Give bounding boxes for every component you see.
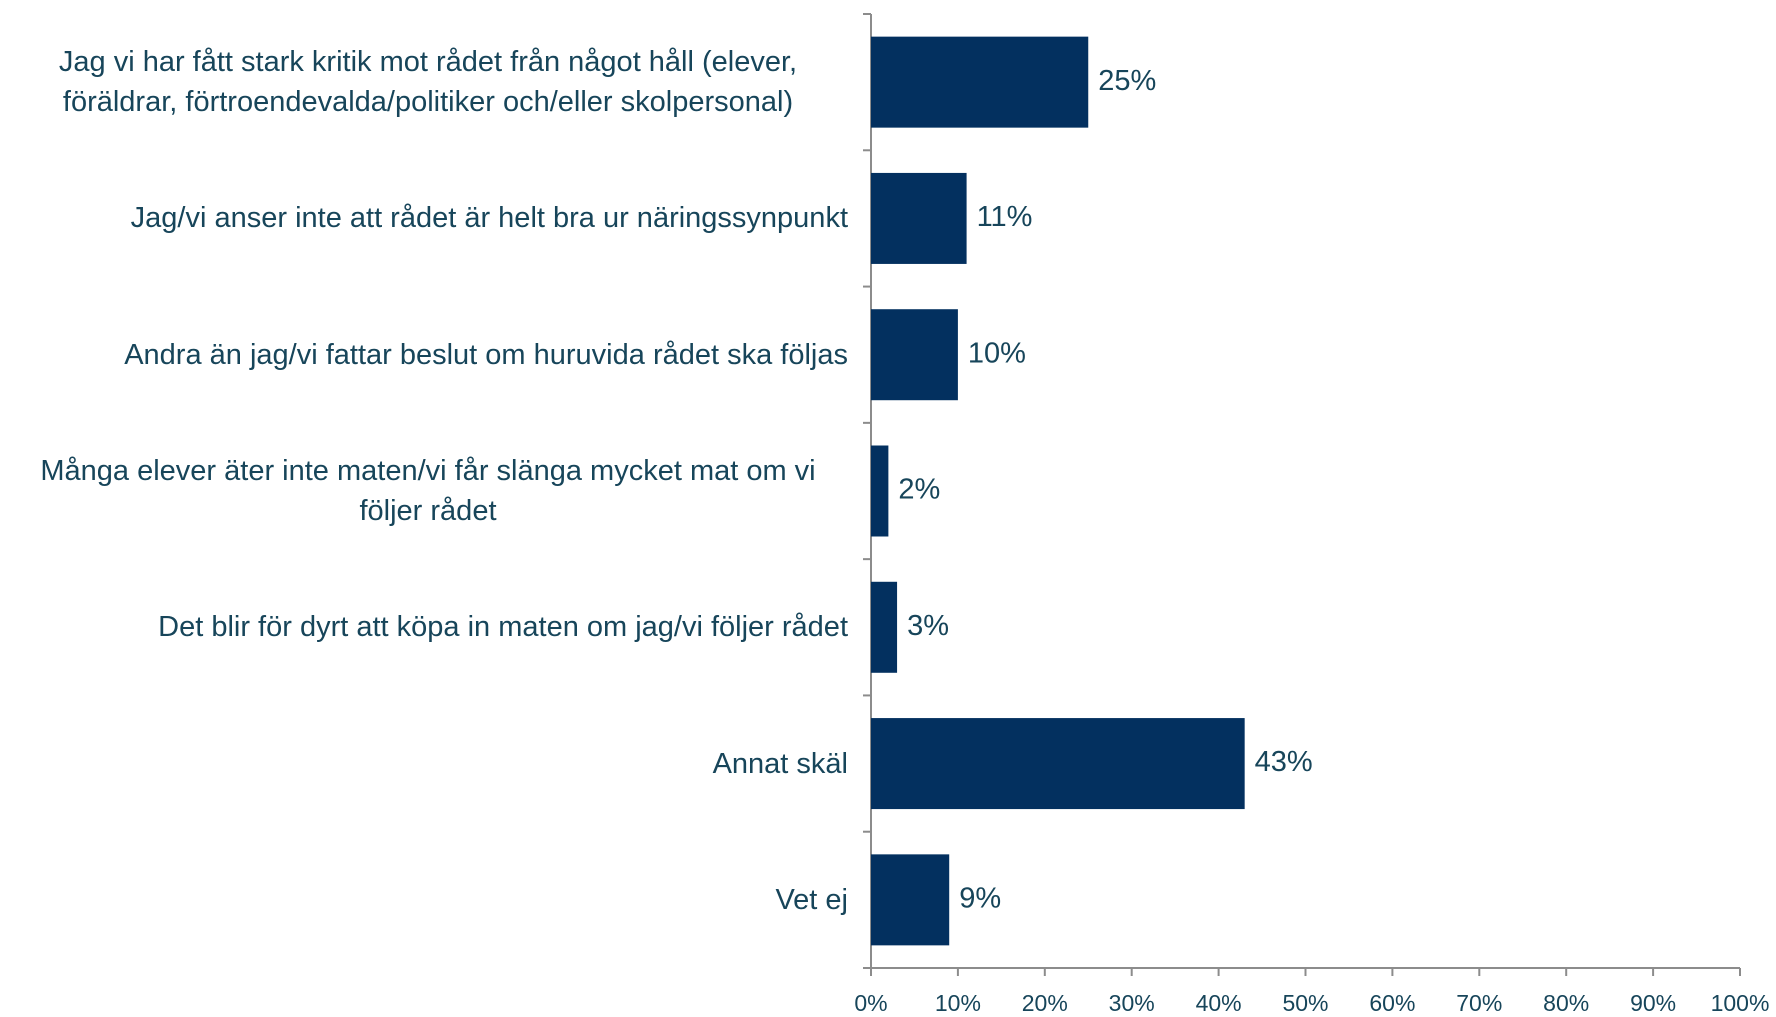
bar	[871, 581, 898, 673]
x-tick-label: 0%	[854, 990, 887, 1016]
x-tick-label: 20%	[1022, 990, 1068, 1016]
value-label: 9%	[959, 883, 1001, 915]
x-tick-label: 30%	[1109, 990, 1155, 1016]
x-tick-label: 10%	[935, 990, 981, 1016]
category-label-box: Jag/vi anser inte att rådet är helt bra …	[8, 150, 848, 286]
category-label: Jag vi har fått stark kritik mot rådet f…	[58, 46, 798, 119]
x-tick-label: 100%	[1711, 990, 1770, 1016]
category-label: Annat skäl	[712, 747, 848, 780]
category-label-box: Många elever äter inte maten/vi får slän…	[8, 423, 848, 559]
bar	[871, 718, 1245, 810]
bar	[871, 445, 889, 537]
value-label: 43%	[1255, 746, 1313, 778]
x-tick-label: 70%	[1456, 990, 1502, 1016]
category-label: Jag/vi anser inte att rådet är helt bra …	[130, 202, 848, 235]
x-tick-label: 40%	[1196, 990, 1242, 1016]
value-label: 10%	[968, 337, 1026, 369]
bar	[871, 854, 950, 946]
category-label-box: Vet ej	[8, 832, 848, 968]
category-label: Det blir för dyrt att köpa in maten om j…	[158, 611, 848, 644]
category-label: Många elever äter inte maten/vi får slän…	[40, 454, 816, 527]
bar	[871, 309, 958, 401]
bar	[871, 172, 967, 264]
x-tick-label: 80%	[1543, 990, 1589, 1016]
x-tick-label: 60%	[1369, 990, 1415, 1016]
x-tick-label: 90%	[1630, 990, 1676, 1016]
category-label-box: Andra än jag/vi fattar beslut om huruvid…	[8, 287, 848, 423]
value-label: 25%	[1098, 65, 1156, 97]
category-label: Vet ej	[775, 883, 848, 916]
category-label-box: Jag vi har fått stark kritik mot rådet f…	[8, 14, 848, 150]
value-label: 2%	[898, 474, 940, 506]
category-label-box: Det blir för dyrt att köpa in maten om j…	[8, 559, 848, 695]
category-label: Andra än jag/vi fattar beslut om huruvid…	[124, 338, 848, 371]
bar	[871, 36, 1089, 128]
value-label: 11%	[977, 201, 1033, 233]
x-tick-label: 50%	[1282, 990, 1328, 1016]
value-label: 3%	[907, 610, 949, 642]
category-label-box: Annat skäl	[8, 695, 848, 831]
